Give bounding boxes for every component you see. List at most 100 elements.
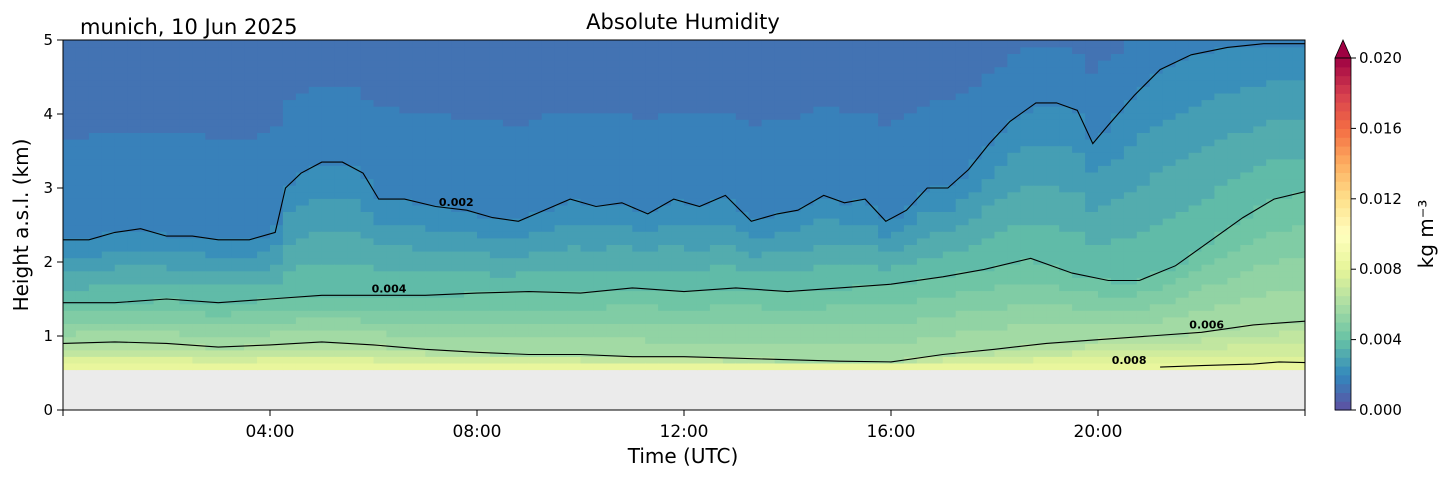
humidity-cell — [1007, 310, 1022, 318]
humidity-cell — [1059, 46, 1073, 54]
humidity-cell — [1266, 184, 1280, 193]
humidity-cell — [1149, 237, 1164, 245]
colorbar-segment — [1335, 234, 1351, 244]
humidity-cell — [593, 224, 608, 232]
humidity-cell — [606, 138, 621, 147]
humidity-cell — [1123, 224, 1138, 232]
humidity-cell — [477, 237, 491, 245]
humidity-cell — [1033, 145, 1047, 153]
humidity-cell — [800, 66, 815, 74]
humidity-cell — [878, 72, 892, 81]
humidity-cell — [748, 145, 763, 153]
humidity-cell — [127, 237, 142, 245]
humidity-cell — [1136, 343, 1151, 351]
humidity-cell — [580, 323, 595, 331]
humidity-cell — [451, 145, 465, 153]
humidity-cell — [295, 296, 310, 305]
humidity-cell — [1059, 283, 1073, 292]
humidity-cell — [593, 310, 608, 318]
humidity-cell — [386, 310, 401, 318]
humidity-cell — [179, 277, 194, 285]
humidity-cell — [153, 283, 168, 292]
humidity-cell — [140, 290, 155, 298]
humidity-cell — [114, 46, 129, 54]
humidity-cell — [903, 86, 918, 94]
humidity-cell — [1136, 165, 1151, 173]
humidity-cell — [451, 132, 465, 140]
humidity-cell — [929, 99, 944, 107]
humidity-cell — [813, 323, 828, 331]
humidity-cell — [878, 349, 892, 357]
humidity-cell — [1007, 46, 1022, 54]
humidity-cell — [438, 66, 452, 74]
humidity-cell — [852, 336, 866, 344]
humidity-cell — [295, 211, 310, 219]
humidity-cell — [166, 119, 181, 127]
humidity-cell — [1188, 132, 1203, 140]
humidity-cell — [826, 138, 840, 147]
humidity-cell — [813, 72, 828, 81]
humidity-cell — [114, 66, 129, 74]
colorbar-segment — [1335, 207, 1351, 217]
humidity-cell — [774, 165, 789, 173]
humidity-cell — [541, 79, 556, 87]
humidity-cell — [839, 46, 853, 54]
humidity-cell — [75, 323, 90, 331]
humidity-cell — [580, 72, 595, 81]
humidity-cell — [878, 178, 892, 186]
humidity-cell — [282, 59, 297, 68]
humidity-cell — [916, 152, 931, 160]
humidity-cell — [153, 171, 168, 180]
humidity-cell — [1059, 257, 1073, 265]
humidity-cell — [839, 211, 853, 219]
humidity-cell — [1136, 92, 1151, 101]
humidity-cell — [386, 165, 401, 173]
humidity-cell — [903, 283, 918, 292]
humidity-cell — [1240, 316, 1254, 324]
humidity-cell — [942, 303, 957, 311]
humidity-cell — [153, 277, 168, 285]
humidity-cell — [735, 310, 750, 318]
humidity-cell — [334, 66, 349, 74]
humidity-cell — [1188, 145, 1203, 153]
humidity-cell — [709, 105, 724, 114]
humidity-cell — [140, 99, 155, 107]
humidity-cell — [1279, 303, 1293, 311]
humidity-cell — [257, 132, 271, 140]
humidity-cell — [800, 72, 815, 81]
humidity-cell — [515, 59, 530, 68]
humidity-cell — [282, 66, 297, 74]
humidity-cell — [554, 79, 569, 87]
humidity-cell — [632, 191, 646, 199]
humidity-cell — [218, 204, 232, 212]
humidity-cell — [140, 217, 155, 226]
humidity-cell — [800, 112, 815, 120]
humidity-cell — [308, 204, 323, 212]
humidity-cell — [192, 303, 207, 311]
humidity-cell — [916, 79, 931, 87]
humidity-cell — [839, 303, 853, 311]
humidity-cell — [891, 250, 905, 259]
humidity-cell — [929, 152, 944, 160]
humidity-cell — [412, 217, 426, 226]
humidity-cell — [373, 165, 388, 173]
humidity-cell — [373, 217, 388, 226]
humidity-cell — [929, 92, 944, 101]
humidity-cell — [166, 329, 181, 338]
humidity-cell — [1279, 46, 1293, 54]
humidity-cell — [270, 257, 284, 265]
humidity-cell — [1020, 158, 1035, 166]
humidity-cell — [334, 217, 349, 226]
humidity-cell — [722, 270, 737, 278]
humidity-cell — [1020, 250, 1035, 259]
humidity-cell — [748, 217, 763, 226]
humidity-cell — [735, 323, 750, 331]
humidity-cell — [63, 283, 77, 292]
humidity-cell — [153, 40, 168, 48]
humidity-cell — [981, 138, 996, 147]
humidity-cell — [981, 211, 996, 219]
humidity-cell — [955, 158, 970, 166]
humidity-cell — [282, 158, 297, 166]
humidity-cell — [114, 237, 129, 245]
humidity-cell — [1098, 105, 1112, 114]
